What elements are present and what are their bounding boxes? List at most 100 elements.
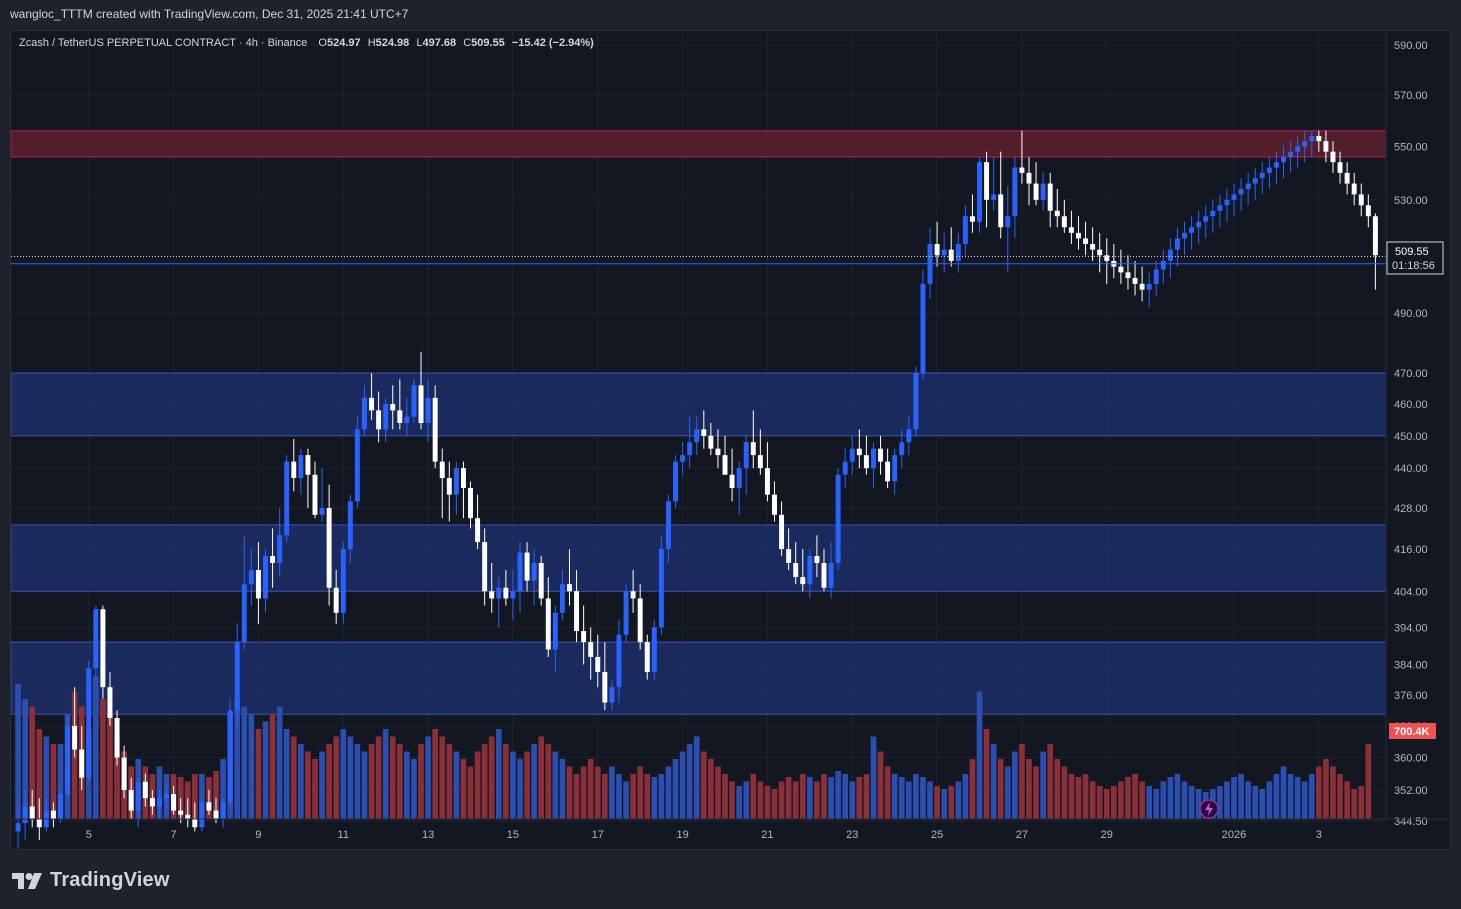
volume-bar <box>920 777 926 819</box>
candle-down <box>630 591 636 599</box>
candle-down <box>255 570 261 599</box>
candle-up <box>510 591 516 599</box>
candle-down <box>885 461 891 482</box>
volume-bar <box>524 751 530 819</box>
volume-bar <box>559 759 566 819</box>
candle-down <box>1047 183 1053 211</box>
time-tick-label: 15 <box>507 829 519 841</box>
candle-down <box>482 542 488 592</box>
volume-bar <box>474 751 481 819</box>
candle-down <box>1316 135 1322 142</box>
candle-down <box>786 549 792 563</box>
candle-up <box>15 823 21 832</box>
volume-bar <box>700 751 707 819</box>
open-value: 524.97 <box>327 37 361 49</box>
candle-up <box>156 798 162 807</box>
candle-down <box>856 448 862 456</box>
volume-bar <box>495 729 502 819</box>
candle-up <box>807 556 813 585</box>
volume-bar <box>1146 786 1153 819</box>
candle-down <box>1090 244 1096 250</box>
low-value: 497.68 <box>422 37 456 49</box>
candle-down <box>1033 183 1039 200</box>
volume-bar <box>1047 744 1054 819</box>
candle-up <box>319 508 325 515</box>
candle-down <box>574 591 580 632</box>
volume-bar <box>969 759 976 819</box>
last-price-tag <box>1386 241 1444 275</box>
price-tick-label: 344.50 <box>1394 816 1428 828</box>
volume-bar <box>990 744 997 819</box>
time-tick-label: 19 <box>676 829 688 841</box>
volume-bar <box>1068 774 1075 819</box>
candle-down <box>1118 266 1124 273</box>
candle-down <box>1054 210 1060 217</box>
volume-bar <box>630 774 636 819</box>
axis-tags: 509.55 01:18:56 700.4K <box>1386 241 1444 739</box>
volume-bar <box>686 744 693 819</box>
volume-bar <box>1344 781 1350 819</box>
candle-up <box>1231 194 1237 200</box>
candle-down <box>1372 216 1378 256</box>
candle-up <box>892 455 898 482</box>
candle-up <box>1245 183 1251 189</box>
close-label: C <box>463 37 471 49</box>
candlestick-chart[interactable]: 590.00 570.00 550.00 530.00 490.00 470.00 460.… <box>10 31 1450 849</box>
volume-bar <box>396 744 403 819</box>
candle-up <box>1273 162 1279 168</box>
volume-bar <box>1294 777 1301 819</box>
price-tick-label: 550.00 <box>1394 141 1428 153</box>
time-tick-label: 9 <box>255 829 261 841</box>
volume-bar <box>997 759 1004 819</box>
tradingview-logo[interactable]: TradingView <box>12 869 170 892</box>
open-label: O <box>318 37 327 49</box>
volume-bar <box>693 736 700 819</box>
candle-up <box>906 429 912 443</box>
candle-down <box>524 552 530 581</box>
candle-down <box>1083 238 1089 245</box>
time-tick-label: 25 <box>931 829 943 841</box>
price-tick-label: 416.00 <box>1394 544 1428 556</box>
top-bar: wangloc_TTTM created with TradingView.co… <box>0 0 1461 30</box>
volume-bar <box>877 751 884 819</box>
lightning-icon[interactable] <box>1199 799 1219 819</box>
candle-down <box>270 556 276 563</box>
price-lines <box>11 256 1386 265</box>
volume-bar <box>1224 781 1230 819</box>
candle-down <box>567 584 572 592</box>
volume-bar <box>573 774 580 819</box>
candle-down <box>369 397 375 411</box>
volume-bar <box>57 744 64 819</box>
volume-bar <box>1139 781 1145 819</box>
close-value: 509.55 <box>471 37 505 49</box>
price-tick-label: 470.00 <box>1394 368 1428 380</box>
candle-down <box>722 455 728 475</box>
volume-bar <box>722 774 728 819</box>
candle-down <box>969 216 975 222</box>
volume-bar <box>1301 781 1308 819</box>
candle-up <box>1174 238 1180 250</box>
candle-up <box>1160 260 1166 270</box>
candle-up <box>1295 146 1301 152</box>
volume-bar <box>1111 786 1117 819</box>
chart-panel[interactable]: 590.00 570.00 550.00 530.00 490.00 470.00 460.… <box>10 30 1451 850</box>
volume-bar <box>644 774 651 819</box>
candle-down <box>446 478 452 495</box>
candle-down <box>1358 194 1364 206</box>
candle-down <box>1026 172 1032 184</box>
candle-up <box>284 461 290 536</box>
candle-down <box>545 598 551 650</box>
volume-bar <box>637 766 644 819</box>
candle-up <box>135 781 141 811</box>
candle-up <box>199 802 205 828</box>
volume-bar <box>1273 774 1280 819</box>
candle-down <box>185 814 191 819</box>
volume-bar <box>1103 789 1110 819</box>
candle-down <box>602 672 608 703</box>
volume-bar <box>439 736 446 819</box>
candle-down <box>984 162 990 200</box>
candle-up <box>680 455 686 462</box>
volume-tag <box>1389 723 1436 739</box>
volume-bar <box>821 774 827 819</box>
volume-bar <box>743 781 750 819</box>
